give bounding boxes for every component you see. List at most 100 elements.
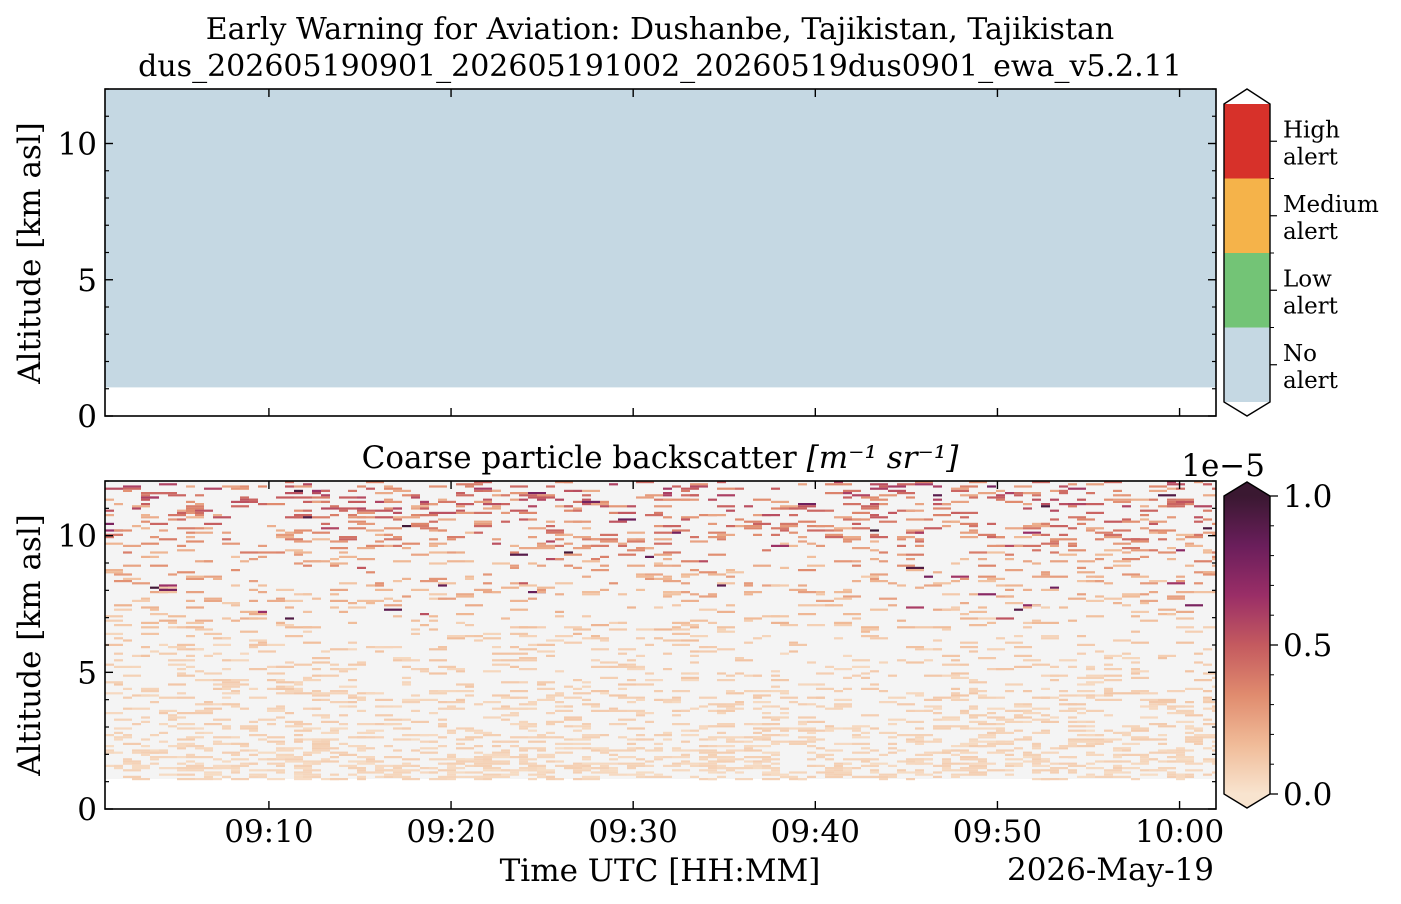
- backscatter-cell: [834, 621, 852, 624]
- backscatter-cell: [816, 683, 825, 686]
- backscatter-cell: [1203, 626, 1216, 629]
- backscatter-cell: [294, 775, 303, 778]
- backscatter-cell: [753, 745, 771, 748]
- backscatter-cell: [933, 775, 942, 778]
- backscatter-cell: [168, 663, 186, 666]
- backscatter-cell: [978, 696, 996, 699]
- backscatter-cell: [771, 533, 780, 536]
- backscatter-cell: [1023, 606, 1032, 609]
- backscatter-cell: [537, 643, 555, 646]
- backscatter-cell: [834, 597, 852, 600]
- backscatter-cell: [825, 707, 843, 710]
- backscatter-cell: [663, 668, 672, 671]
- backscatter-cell: [726, 769, 735, 772]
- backscatter-cell: [285, 712, 294, 715]
- backscatter-cell: [1140, 619, 1158, 622]
- backscatter-cell: [420, 751, 438, 754]
- backscatter-cell: [501, 586, 519, 589]
- backscatter-cell: [573, 509, 582, 512]
- backscatter-cell: [276, 764, 285, 767]
- backscatter-cell: [654, 628, 672, 631]
- backscatter-cell: [303, 753, 312, 756]
- backscatter-cell: [807, 564, 825, 567]
- backscatter-cell: [843, 540, 852, 543]
- backscatter-cell: [1077, 635, 1086, 638]
- alert-colorbar-label-line2: alert: [1283, 293, 1339, 319]
- backscatter-cell: [1086, 527, 1104, 530]
- backscatter-cell: [321, 760, 339, 763]
- backscatter-cell: [816, 672, 834, 675]
- backscatter-cell: [1014, 608, 1023, 611]
- backscatter-cell: [168, 514, 186, 517]
- backscatter-cell: [132, 507, 141, 510]
- backscatter-cell: [735, 525, 744, 528]
- backscatter-cell: [1068, 487, 1086, 490]
- backscatter-cell: [510, 773, 519, 776]
- backscatter-cell: [474, 775, 492, 778]
- backscatter-cell: [105, 751, 114, 754]
- backscatter-cell: [1158, 654, 1176, 657]
- backscatter-cell: [465, 577, 474, 580]
- backscatter-cell: [276, 771, 285, 774]
- backscatter-cell: [780, 529, 789, 532]
- backscatter-cell: [996, 731, 1014, 734]
- backscatter-cell: [834, 591, 852, 594]
- backscatter-cell: [1086, 483, 1104, 486]
- backscatter-cell: [1131, 498, 1149, 501]
- backscatter-cell: [105, 536, 114, 539]
- backscatter-cell: [132, 778, 150, 781]
- backscatter-cell: [258, 650, 276, 653]
- backscatter-cell: [357, 507, 366, 510]
- backscatter-cell: [816, 771, 834, 774]
- backscatter-cell: [960, 485, 978, 488]
- backscatter-cell: [501, 681, 519, 684]
- backscatter-cell: [591, 665, 609, 668]
- backscatter-cell: [519, 626, 537, 629]
- backscatter-cell: [1041, 533, 1050, 536]
- backscatter-cell: [438, 584, 447, 587]
- backscatter-cell: [1059, 698, 1068, 701]
- backscatter-cell: [348, 705, 357, 708]
- backscatter-cell: [375, 588, 393, 591]
- backscatter-cell: [1077, 498, 1086, 501]
- backscatter-cell: [258, 544, 267, 547]
- backscatter-cell: [141, 646, 150, 649]
- backscatter-cell: [537, 588, 546, 591]
- backscatter-cell: [789, 507, 807, 510]
- backscatter-cell: [879, 701, 897, 704]
- backscatter-cell: [429, 615, 438, 618]
- backscatter-cell: [1176, 758, 1194, 761]
- backscatter-cell: [393, 705, 402, 708]
- backscatter-cell: [465, 635, 474, 638]
- backscatter-cell: [159, 712, 168, 715]
- backscatter-cell: [285, 725, 303, 728]
- backscatter-cell: [492, 505, 501, 508]
- backscatter-cell: [1212, 740, 1216, 743]
- backscatter-cell: [195, 727, 204, 730]
- backscatter-cell: [1068, 503, 1086, 506]
- backscatter-cell: [555, 742, 573, 745]
- backscatter-cell: [123, 769, 141, 772]
- backscatter-cell: [285, 549, 303, 552]
- backscatter-cell: [1041, 778, 1050, 781]
- backscatter-cell: [177, 742, 195, 745]
- backscatter-cell: [186, 753, 195, 756]
- backscatter-cell: [474, 635, 483, 638]
- backscatter-cell: [744, 505, 753, 508]
- backscatter-cell: [1023, 544, 1041, 547]
- backscatter-cell: [1140, 518, 1149, 521]
- backscatter-cell: [1077, 652, 1086, 655]
- backscatter-cell: [1086, 599, 1104, 602]
- backscatter-cell: [591, 690, 609, 693]
- backscatter-cell: [1185, 727, 1203, 730]
- backscatter-cell: [357, 511, 375, 514]
- backscatter-cell: [357, 747, 366, 750]
- backscatter-cell: [861, 758, 879, 761]
- backscatter-cell: [168, 745, 186, 748]
- backscatter-cell: [474, 531, 483, 534]
- backscatter-cell: [1023, 626, 1032, 629]
- backscatter-cell: [348, 694, 357, 697]
- backscatter-cell: [384, 718, 402, 721]
- backscatter-cell: [1140, 602, 1149, 605]
